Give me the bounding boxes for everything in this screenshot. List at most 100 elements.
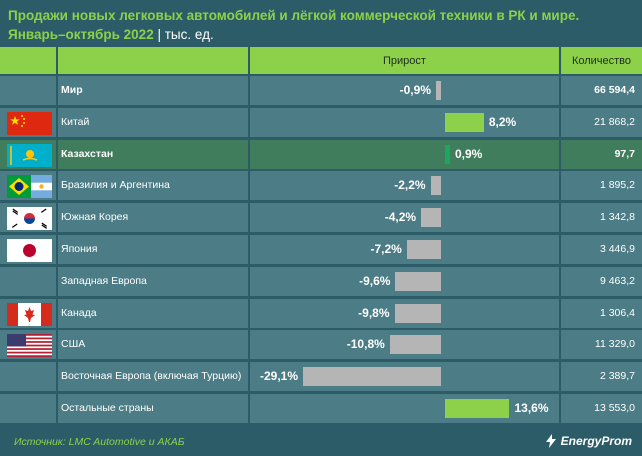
table-row: Бразилия и Аргентина -2,2% 1 895,2 <box>0 171 642 201</box>
flag-cell <box>0 394 56 423</box>
growth-bar <box>445 144 450 164</box>
table-row: Восточная Европа (включая Турцию) -29,1% 2… <box>0 362 642 392</box>
quantity-value: 97,7 <box>614 147 635 160</box>
quantity-value: 9 463,2 <box>599 274 635 287</box>
header-growth: Прирост <box>250 47 559 74</box>
flag-cell <box>0 171 56 201</box>
flag-cell <box>0 76 56 105</box>
row-label: Бразилия и Аргентина <box>61 179 170 192</box>
japan-flag-icon <box>7 239 52 262</box>
row-label: Канада <box>61 306 97 319</box>
chart-title: Продажи новых легковых автомобилей и лёг… <box>8 6 634 44</box>
bar-cell: 8,2% <box>250 107 559 137</box>
quantity-cell: 1 895,2 <box>561 171 642 201</box>
flag-cell <box>0 235 56 264</box>
growth-bar <box>303 367 441 387</box>
header-blank-name <box>58 47 248 74</box>
name-cell: Восточная Европа (включая Турцию) <box>58 362 248 392</box>
growth-label: 0,9% <box>455 146 483 161</box>
row-label: Китай <box>61 115 90 128</box>
bar-cell: 0,9% <box>250 139 559 169</box>
energyprom-logo: EnergyProm <box>544 434 632 448</box>
growth-label: -7,2% <box>370 242 402 256</box>
flag-cell <box>0 107 56 137</box>
growth-label: -4,2% <box>384 210 417 225</box>
growth-label: -9,8% <box>358 305 390 320</box>
table-row: Япония -7,2% 3 446,9 <box>0 235 642 264</box>
flag-cell <box>0 266 56 296</box>
growth-label: 8,2% <box>488 114 517 129</box>
growth-bar <box>421 208 441 228</box>
name-cell: Япония <box>58 235 248 264</box>
flag-cell <box>0 139 56 169</box>
bar-cell: 13,6% <box>250 394 559 423</box>
row-label: Южная Корея <box>61 211 129 224</box>
quantity-cell: 11 329,0 <box>561 330 642 360</box>
name-cell: Бразилия и Аргентина <box>58 171 248 201</box>
table-row: Южная Корея -4,2% 1 342,8 <box>0 203 642 233</box>
quantity-cell: 97,7 <box>561 139 642 169</box>
quantity-cell: 66 594,4 <box>561 76 642 105</box>
title-line2: Январь–октябрь 2022 | тыс. ед. <box>8 25 634 44</box>
flag-cell <box>0 330 56 360</box>
quantity-value: 11 329,0 <box>594 338 635 351</box>
quantity-cell: 13 553,0 <box>561 394 642 423</box>
footer: Источник: LMC Automotive и АКАБ EnergyPr… <box>0 431 642 456</box>
row-label: Восточная Европа (включая Турцию) <box>61 370 242 383</box>
title-line1: Продажи новых легковых автомобилей и лёг… <box>8 8 580 23</box>
source-note: Источник: LMC Automotive и АКАБ <box>14 436 185 448</box>
name-cell: Западная Европа <box>58 266 248 296</box>
growth-bar <box>445 399 510 418</box>
growth-bar <box>395 271 441 291</box>
quantity-cell: 21 868,2 <box>561 107 642 137</box>
growth-bar <box>445 112 484 132</box>
name-cell: Китай <box>58 107 248 137</box>
logo-text: EnergyProm <box>560 434 632 448</box>
name-cell: Казахстан <box>58 139 248 169</box>
growth-label: -10,8% <box>346 337 385 352</box>
name-cell: США <box>58 330 248 360</box>
quantity-cell: 9 463,2 <box>561 266 642 296</box>
energyprom-logo-icon <box>545 434 556 448</box>
name-cell: Канада <box>58 298 248 328</box>
bar-cell: -7,2% <box>250 235 559 264</box>
bar-cell: -10,8% <box>250 330 559 360</box>
name-cell: Южная Корея <box>58 203 248 233</box>
quantity-value: 13 553,0 <box>594 402 635 414</box>
row-label: Казахстан <box>61 147 114 160</box>
header-quantity: Количество <box>561 47 642 74</box>
table-row: США -10,8% 11 329,0 <box>0 330 642 360</box>
brazil-argentina-flag-icon <box>7 175 52 199</box>
quantity-value: 1 342,8 <box>599 211 635 224</box>
kazakhstan-flag-icon <box>7 143 52 167</box>
name-cell: Мир <box>58 76 248 105</box>
growth-bar <box>430 176 441 196</box>
table-row: Мир -0,9% 66 594,4 <box>0 76 642 105</box>
growth-label: -9,6% <box>359 273 391 288</box>
bar-cell: -9,8% <box>250 298 559 328</box>
quantity-value: 2 389,7 <box>599 370 635 383</box>
table-row: Казахстан 0,9% 97,7 <box>0 139 642 169</box>
table-row: Канада -9,8% 1 306,4 <box>0 298 642 328</box>
growth-bar <box>394 303 441 323</box>
china-flag-icon <box>7 111 52 135</box>
name-cell: Остальные страны <box>58 394 248 423</box>
bar-cell: -29,1% <box>250 362 559 392</box>
growth-label: -29,1% <box>259 369 298 384</box>
quantity-cell: 3 446,9 <box>561 235 642 264</box>
bar-cell: -2,2% <box>250 171 559 201</box>
row-label: Остальные страны <box>61 402 154 414</box>
flag-cell <box>0 203 56 233</box>
header-blank-flag <box>0 47 56 74</box>
growth-bar <box>389 335 441 355</box>
quantity-value: 21 868,2 <box>594 115 635 128</box>
bar-cell: -4,2% <box>250 203 559 233</box>
growth-bar <box>406 240 441 259</box>
quantity-value: 1 895,2 <box>599 179 635 192</box>
quantity-value: 66 594,4 <box>594 84 635 96</box>
growth-bar <box>436 81 441 100</box>
growth-label: 13,6% <box>514 401 549 415</box>
title-separator: | <box>157 27 161 42</box>
usa-flag-icon <box>7 334 52 358</box>
row-label: Япония <box>61 243 98 255</box>
